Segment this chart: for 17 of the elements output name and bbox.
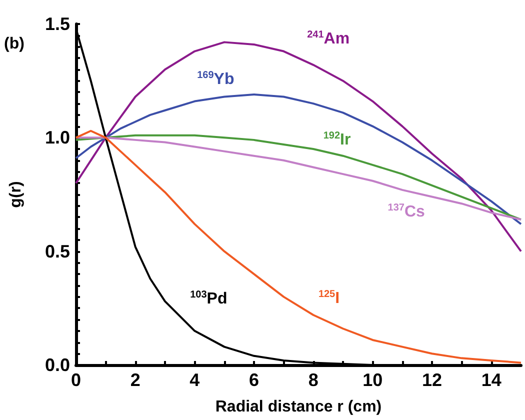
x-tick-label: 2 bbox=[130, 370, 140, 390]
x-tick-label: 8 bbox=[308, 370, 318, 390]
line-series bbox=[75, 93, 522, 226]
x-tick-label: 0 bbox=[70, 370, 82, 390]
y-tick-label: 0.5 bbox=[44, 241, 70, 262]
x-tick-label: 12 bbox=[422, 370, 442, 390]
x-tick-label: 4 bbox=[190, 370, 200, 390]
y-tick-label: 1.0 bbox=[44, 128, 70, 148]
y-axis-title: g(r) bbox=[8, 181, 24, 208]
text: (b) bbox=[4, 36, 24, 52]
y-tick-label: 1.5 bbox=[44, 14, 70, 34]
x-tick-label: 14 bbox=[481, 370, 502, 390]
y-tick-label: 0.0 bbox=[44, 355, 70, 375]
x-tick-label: 10 bbox=[362, 370, 383, 390]
line-series bbox=[75, 130, 522, 364]
x-axis-title: Radial distance r (cm) bbox=[215, 398, 382, 416]
x-tick-label: 6 bbox=[248, 370, 260, 390]
